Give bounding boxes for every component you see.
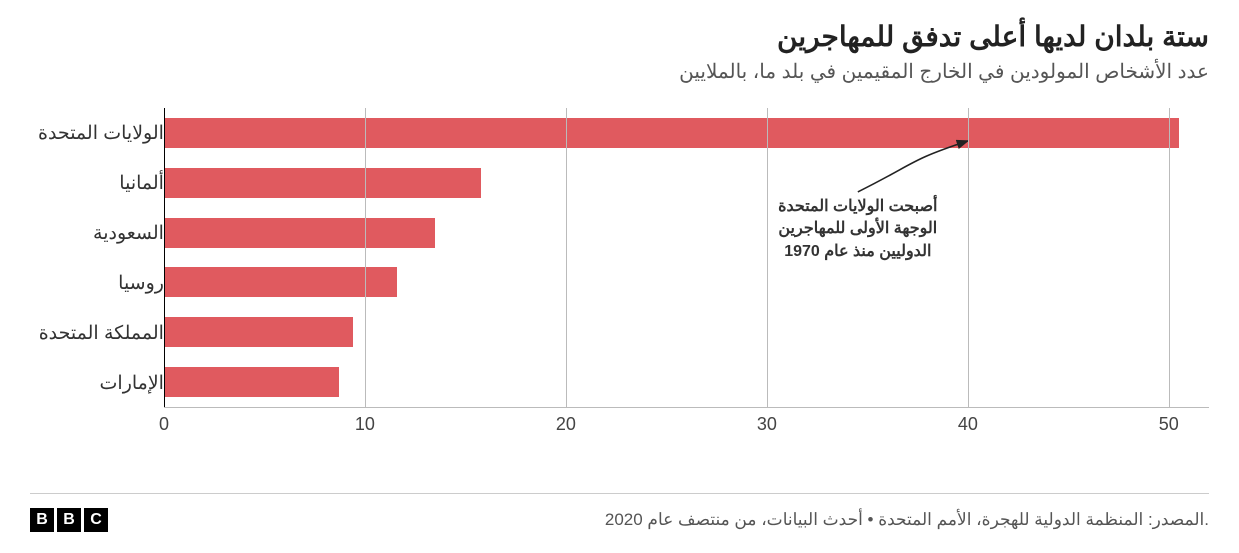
gridline <box>1169 108 1170 407</box>
category-label: الولايات المتحدة <box>38 124 164 143</box>
bar-fill <box>164 267 397 297</box>
plot-area: الولايات المتحدة ألمانيا السعودية روسيا المم… <box>30 108 1209 443</box>
bbc-block-1: B <box>30 508 54 532</box>
bar-row <box>164 218 1209 248</box>
gridline <box>365 108 366 407</box>
gridline <box>968 108 969 407</box>
chart-footer: .المصدر: المنظمة الدولية للهجرة، الأمم ا… <box>30 508 1209 532</box>
bbc-logo: B B C <box>30 508 108 532</box>
category-label: روسيا <box>38 274 164 293</box>
bbc-block-3: C <box>84 508 108 532</box>
chart-title: ستة بلدان لديها أعلى تدفق للمهاجرين <box>30 20 1209 53</box>
bar-fill <box>164 118 1179 148</box>
bar-fill <box>164 317 353 347</box>
category-label: المملكة المتحدة <box>38 324 164 343</box>
gridline <box>566 108 567 407</box>
annotation-text: أصبحت الولايات المتحدة الوجهة الأولى للم… <box>768 196 948 263</box>
chart-container: ستة بلدان لديها أعلى تدفق للمهاجرين عدد … <box>0 0 1239 553</box>
bars-area: أصبحت الولايات المتحدة الوجهة الأولى للم… <box>164 108 1209 408</box>
category-label: السعودية <box>38 224 164 243</box>
bar-fill <box>164 168 482 198</box>
footer-divider <box>30 493 1209 494</box>
gridline <box>164 108 165 407</box>
x-tick-label: 40 <box>958 414 978 435</box>
x-tick-label: 10 <box>355 414 375 435</box>
bar-row <box>164 118 1209 148</box>
bar-row <box>164 267 1209 297</box>
gridline <box>767 108 768 407</box>
bars-group <box>164 108 1209 407</box>
category-label: الإمارات <box>38 374 164 393</box>
bar-row <box>164 168 1209 198</box>
bbc-block-2: B <box>57 508 81 532</box>
source-text: .المصدر: المنظمة الدولية للهجرة، الأمم ا… <box>605 510 1209 530</box>
x-tick-label: 50 <box>1159 414 1179 435</box>
x-tick-label: 20 <box>556 414 576 435</box>
bar-fill <box>164 218 435 248</box>
bar-row <box>164 317 1209 347</box>
category-label: ألمانيا <box>38 174 164 193</box>
chart-subtitle: عدد الأشخاص المولودين في الخارج المقيمين… <box>30 59 1209 84</box>
bar-fill <box>164 367 339 397</box>
category-axis: الولايات المتحدة ألمانيا السعودية روسيا المم… <box>30 108 164 408</box>
x-tick-label: 0 <box>159 414 169 435</box>
bar-row <box>164 367 1209 397</box>
x-tick-label: 30 <box>757 414 777 435</box>
